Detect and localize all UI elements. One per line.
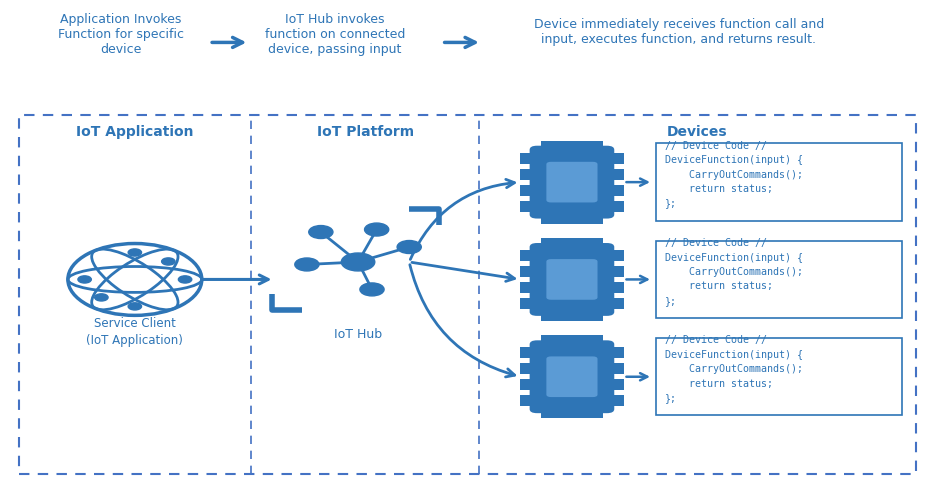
FancyBboxPatch shape <box>520 250 537 261</box>
Text: Service Client
(IoT Application): Service Client (IoT Application) <box>86 317 183 347</box>
FancyBboxPatch shape <box>582 335 603 344</box>
Text: IoT Hub: IoT Hub <box>334 328 382 341</box>
Circle shape <box>360 283 384 296</box>
FancyBboxPatch shape <box>547 259 597 300</box>
FancyBboxPatch shape <box>606 201 623 212</box>
FancyBboxPatch shape <box>656 144 902 221</box>
FancyBboxPatch shape <box>562 409 582 418</box>
FancyBboxPatch shape <box>541 312 562 321</box>
Circle shape <box>397 241 421 253</box>
FancyBboxPatch shape <box>520 363 537 374</box>
FancyBboxPatch shape <box>520 347 537 358</box>
Text: // Device Code //
DeviceFunction(input) {
    CarryOutCommands();
    return sta: // Device Code // DeviceFunction(input) … <box>665 141 803 209</box>
FancyBboxPatch shape <box>530 340 614 413</box>
FancyBboxPatch shape <box>656 338 902 415</box>
Text: IoT Application: IoT Application <box>76 125 193 139</box>
FancyBboxPatch shape <box>541 141 562 150</box>
FancyBboxPatch shape <box>530 146 614 219</box>
FancyBboxPatch shape <box>541 409 562 418</box>
FancyBboxPatch shape <box>520 395 537 406</box>
Circle shape <box>179 276 192 283</box>
FancyBboxPatch shape <box>606 282 623 293</box>
Text: Application Invokes
Function for specific
device: Application Invokes Function for specifi… <box>58 13 184 56</box>
FancyBboxPatch shape <box>520 153 537 164</box>
FancyBboxPatch shape <box>520 298 537 309</box>
Circle shape <box>162 258 175 265</box>
FancyBboxPatch shape <box>606 250 623 261</box>
FancyBboxPatch shape <box>520 185 537 196</box>
FancyBboxPatch shape <box>582 215 603 224</box>
FancyBboxPatch shape <box>541 238 562 247</box>
FancyBboxPatch shape <box>562 312 582 321</box>
Text: // Device Code //
DeviceFunction(input) {
    CarryOutCommands();
    return sta: // Device Code // DeviceFunction(input) … <box>665 238 803 306</box>
FancyBboxPatch shape <box>541 335 562 344</box>
FancyBboxPatch shape <box>562 238 582 247</box>
Circle shape <box>128 249 141 256</box>
FancyBboxPatch shape <box>606 298 623 309</box>
FancyBboxPatch shape <box>562 215 582 224</box>
Circle shape <box>295 258 319 271</box>
Circle shape <box>365 223 389 236</box>
FancyBboxPatch shape <box>562 141 582 150</box>
Circle shape <box>128 303 141 310</box>
FancyBboxPatch shape <box>547 162 597 203</box>
Circle shape <box>309 226 333 239</box>
FancyBboxPatch shape <box>520 266 537 277</box>
FancyBboxPatch shape <box>582 312 603 321</box>
FancyBboxPatch shape <box>541 215 562 224</box>
FancyBboxPatch shape <box>606 169 623 180</box>
FancyBboxPatch shape <box>520 169 537 180</box>
FancyBboxPatch shape <box>606 395 623 406</box>
FancyBboxPatch shape <box>582 141 603 150</box>
FancyBboxPatch shape <box>606 153 623 164</box>
FancyBboxPatch shape <box>530 243 614 316</box>
FancyBboxPatch shape <box>606 266 623 277</box>
FancyBboxPatch shape <box>520 201 537 212</box>
FancyBboxPatch shape <box>547 356 597 397</box>
Circle shape <box>78 276 91 283</box>
Text: IoT Hub invokes
function on connected
device, passing input: IoT Hub invokes function on connected de… <box>265 13 405 56</box>
Text: Devices: Devices <box>667 125 728 139</box>
FancyBboxPatch shape <box>606 379 623 390</box>
FancyBboxPatch shape <box>656 241 902 318</box>
FancyBboxPatch shape <box>582 238 603 247</box>
FancyBboxPatch shape <box>606 185 623 196</box>
Text: IoT Platform: IoT Platform <box>317 125 414 139</box>
FancyBboxPatch shape <box>606 347 623 358</box>
Text: // Device Code //
DeviceFunction(input) {
    CarryOutCommands();
    return sta: // Device Code // DeviceFunction(input) … <box>665 335 803 403</box>
FancyBboxPatch shape <box>606 363 623 374</box>
Circle shape <box>95 294 108 301</box>
Circle shape <box>341 253 375 271</box>
FancyBboxPatch shape <box>562 335 582 344</box>
FancyBboxPatch shape <box>520 282 537 293</box>
Text: Device immediately receives function call and
input, executes function, and retu: Device immediately receives function cal… <box>534 18 824 46</box>
FancyBboxPatch shape <box>582 409 603 418</box>
FancyBboxPatch shape <box>520 379 537 390</box>
